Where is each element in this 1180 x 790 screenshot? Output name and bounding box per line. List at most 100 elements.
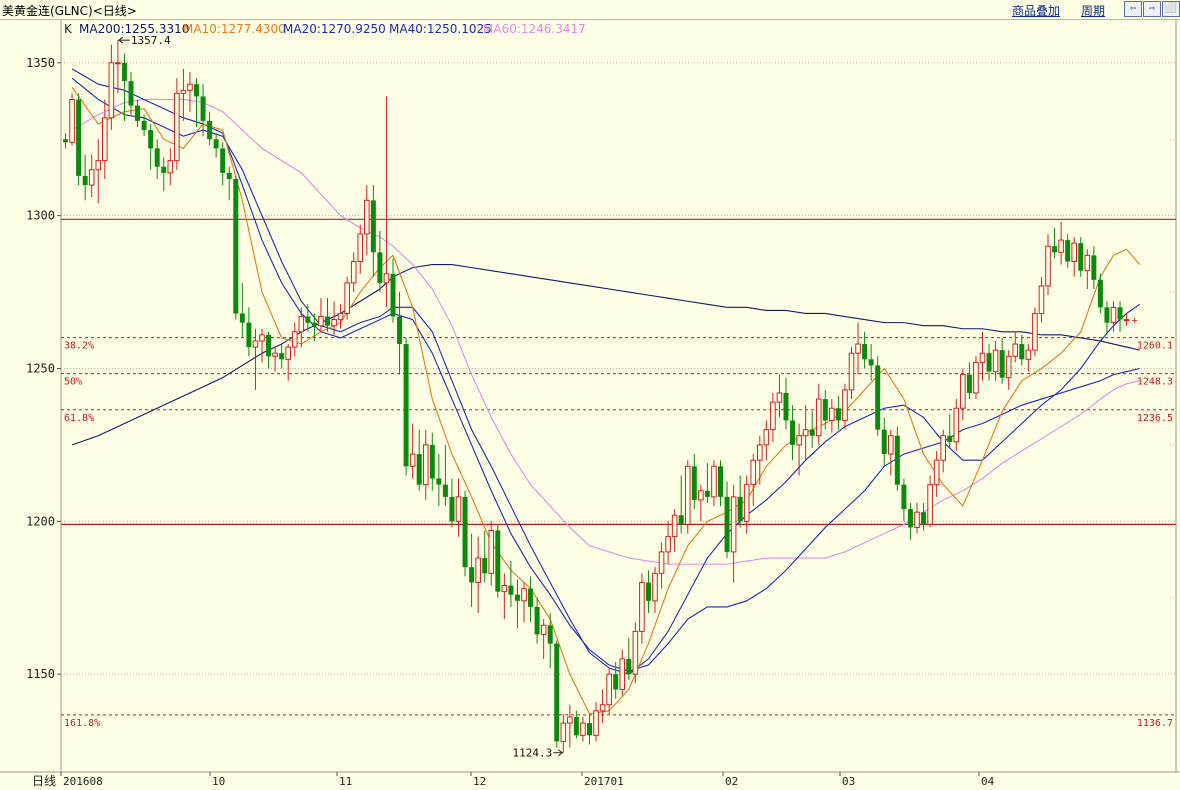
candle-body-up bbox=[115, 62, 121, 65]
candle-body-up bbox=[560, 722, 567, 742]
candle-body-up bbox=[842, 389, 848, 421]
grid-lines bbox=[0, 20, 1180, 773]
scroll-right-button[interactable]: ⇨ bbox=[1143, 1, 1161, 17]
candle-body-down bbox=[862, 344, 868, 360]
candle-body-down bbox=[678, 515, 684, 525]
candle-body-down bbox=[587, 723, 592, 736]
maximize-button[interactable]: ⬜ bbox=[1162, 1, 1180, 17]
candle-body-up bbox=[730, 496, 737, 553]
candle-body-up bbox=[665, 536, 671, 553]
candle-body-up bbox=[848, 352, 855, 391]
candle-body-up bbox=[776, 392, 783, 403]
low-label: 1124.3 bbox=[513, 747, 553, 760]
candle-body-down bbox=[63, 139, 68, 143]
candle-body-up bbox=[180, 89, 187, 94]
period-link[interactable]: 周期 bbox=[1081, 4, 1106, 18]
candle-body-up bbox=[364, 199, 370, 235]
candle-body-up bbox=[383, 273, 390, 284]
candle-body-down bbox=[429, 444, 435, 479]
y-tick-label: 1300 bbox=[26, 209, 55, 223]
candle-body-up bbox=[770, 401, 776, 431]
candle-body-down bbox=[894, 435, 900, 485]
window-buttons: ⇦ ⇨ ⬜ bbox=[1124, 1, 1180, 17]
fib-percent-label: 161.8% bbox=[64, 718, 100, 729]
candle-body-down bbox=[626, 658, 632, 675]
fib-percent-label: 38.2% bbox=[64, 341, 94, 352]
candle-body-up bbox=[567, 716, 573, 724]
candle-body-up bbox=[815, 398, 822, 437]
candle-body-up bbox=[1032, 312, 1038, 351]
candle-body-down bbox=[573, 716, 579, 736]
candle-body-down bbox=[901, 484, 907, 510]
ma60-line bbox=[71, 98, 1140, 565]
x-tick-label: 12 bbox=[473, 775, 486, 788]
candle-body-up bbox=[671, 514, 678, 538]
candle-body-up bbox=[540, 624, 547, 635]
candle-body-up bbox=[1012, 343, 1019, 357]
fib-percent-label: 61.8% bbox=[64, 413, 94, 424]
candle-body-down bbox=[469, 567, 475, 583]
candle-body-down bbox=[416, 454, 422, 485]
high-arrowhead bbox=[118, 36, 124, 44]
candle-body-down bbox=[213, 139, 219, 149]
candle-body-down bbox=[397, 316, 403, 345]
candle-body-up bbox=[933, 459, 940, 486]
candle-body-down bbox=[239, 313, 245, 323]
candle-body-down bbox=[161, 166, 167, 173]
candle-body-down bbox=[868, 359, 874, 366]
candle-body-up bbox=[953, 407, 960, 443]
candle-body-down bbox=[1117, 307, 1123, 320]
candle-body-down bbox=[462, 496, 468, 568]
candle-body-down bbox=[737, 496, 743, 522]
scroll-left-button[interactable]: ⇦ bbox=[1124, 1, 1142, 17]
candle-body-down bbox=[613, 674, 619, 690]
candle-body-down bbox=[449, 496, 455, 522]
y-axis: 1150 1200 1250 1300 1350 bbox=[26, 56, 61, 681]
candle-body-down bbox=[377, 252, 383, 283]
candle-body-down bbox=[1097, 279, 1103, 308]
candle-body-down bbox=[1065, 240, 1071, 262]
candle-body-up bbox=[69, 98, 75, 143]
candle-body-down bbox=[947, 435, 953, 442]
legend-ma40: MA40:1250.1025 bbox=[389, 22, 492, 36]
candle-body-up bbox=[658, 551, 665, 574]
candle-body-up bbox=[409, 453, 416, 467]
ma10-line bbox=[71, 86, 1141, 715]
ma200-line bbox=[71, 264, 1140, 446]
candle-body-up bbox=[619, 658, 626, 690]
candle-body-down bbox=[966, 374, 972, 393]
price-annotations: 1357.4 1124.3 + bbox=[118, 34, 1138, 760]
x-tick-label: 10 bbox=[212, 775, 225, 788]
candle-body-down bbox=[809, 429, 815, 436]
candle-body-up bbox=[298, 316, 305, 333]
kline-chart[interactable]: 38.2% 1260.1 50% 1248.3 61.8% 1236.5 161.8% 113… bbox=[0, 20, 1180, 790]
legend-ma20: MA20:1270.9250 bbox=[283, 22, 386, 36]
x-tick-label: 201608 bbox=[63, 775, 103, 788]
candle-body-up bbox=[318, 316, 324, 327]
candle-body-down bbox=[200, 96, 206, 121]
candle-body-up bbox=[344, 282, 350, 314]
fibonacci-levels: 38.2% 1260.1 50% 1248.3 61.8% 1236.5 161.8% 113… bbox=[61, 337, 1176, 729]
top-bar: 美黄金连(GLNC)<日线> 商品叠加 周期 ⇦ ⇨ ⬜ bbox=[0, 0, 1180, 20]
candle-body-down bbox=[233, 178, 239, 314]
candle-body-down bbox=[999, 350, 1005, 378]
high-label: 1357.4 bbox=[131, 34, 171, 47]
candle-body-down bbox=[325, 316, 330, 326]
candle-body-up bbox=[1045, 245, 1051, 287]
candle-body-up bbox=[757, 444, 763, 461]
candle-body-down bbox=[534, 606, 540, 635]
candle-body-up bbox=[1084, 254, 1091, 272]
overlay-commodity-link[interactable]: 商品叠加 bbox=[1012, 4, 1061, 18]
candle-body-down bbox=[907, 509, 913, 528]
x-tick-label: 02 bbox=[725, 775, 738, 788]
candle-body-up bbox=[95, 160, 102, 171]
candle-body-up bbox=[940, 435, 947, 461]
candle-body-up bbox=[992, 349, 999, 373]
candle-body-up bbox=[1005, 355, 1012, 379]
candle-body-up bbox=[979, 352, 986, 363]
y-tick-label: 1250 bbox=[26, 361, 55, 375]
candle-body-up bbox=[1071, 242, 1078, 262]
candle-body-down bbox=[194, 84, 199, 97]
candle-body-up bbox=[422, 444, 429, 486]
candle-body-down bbox=[266, 334, 272, 357]
